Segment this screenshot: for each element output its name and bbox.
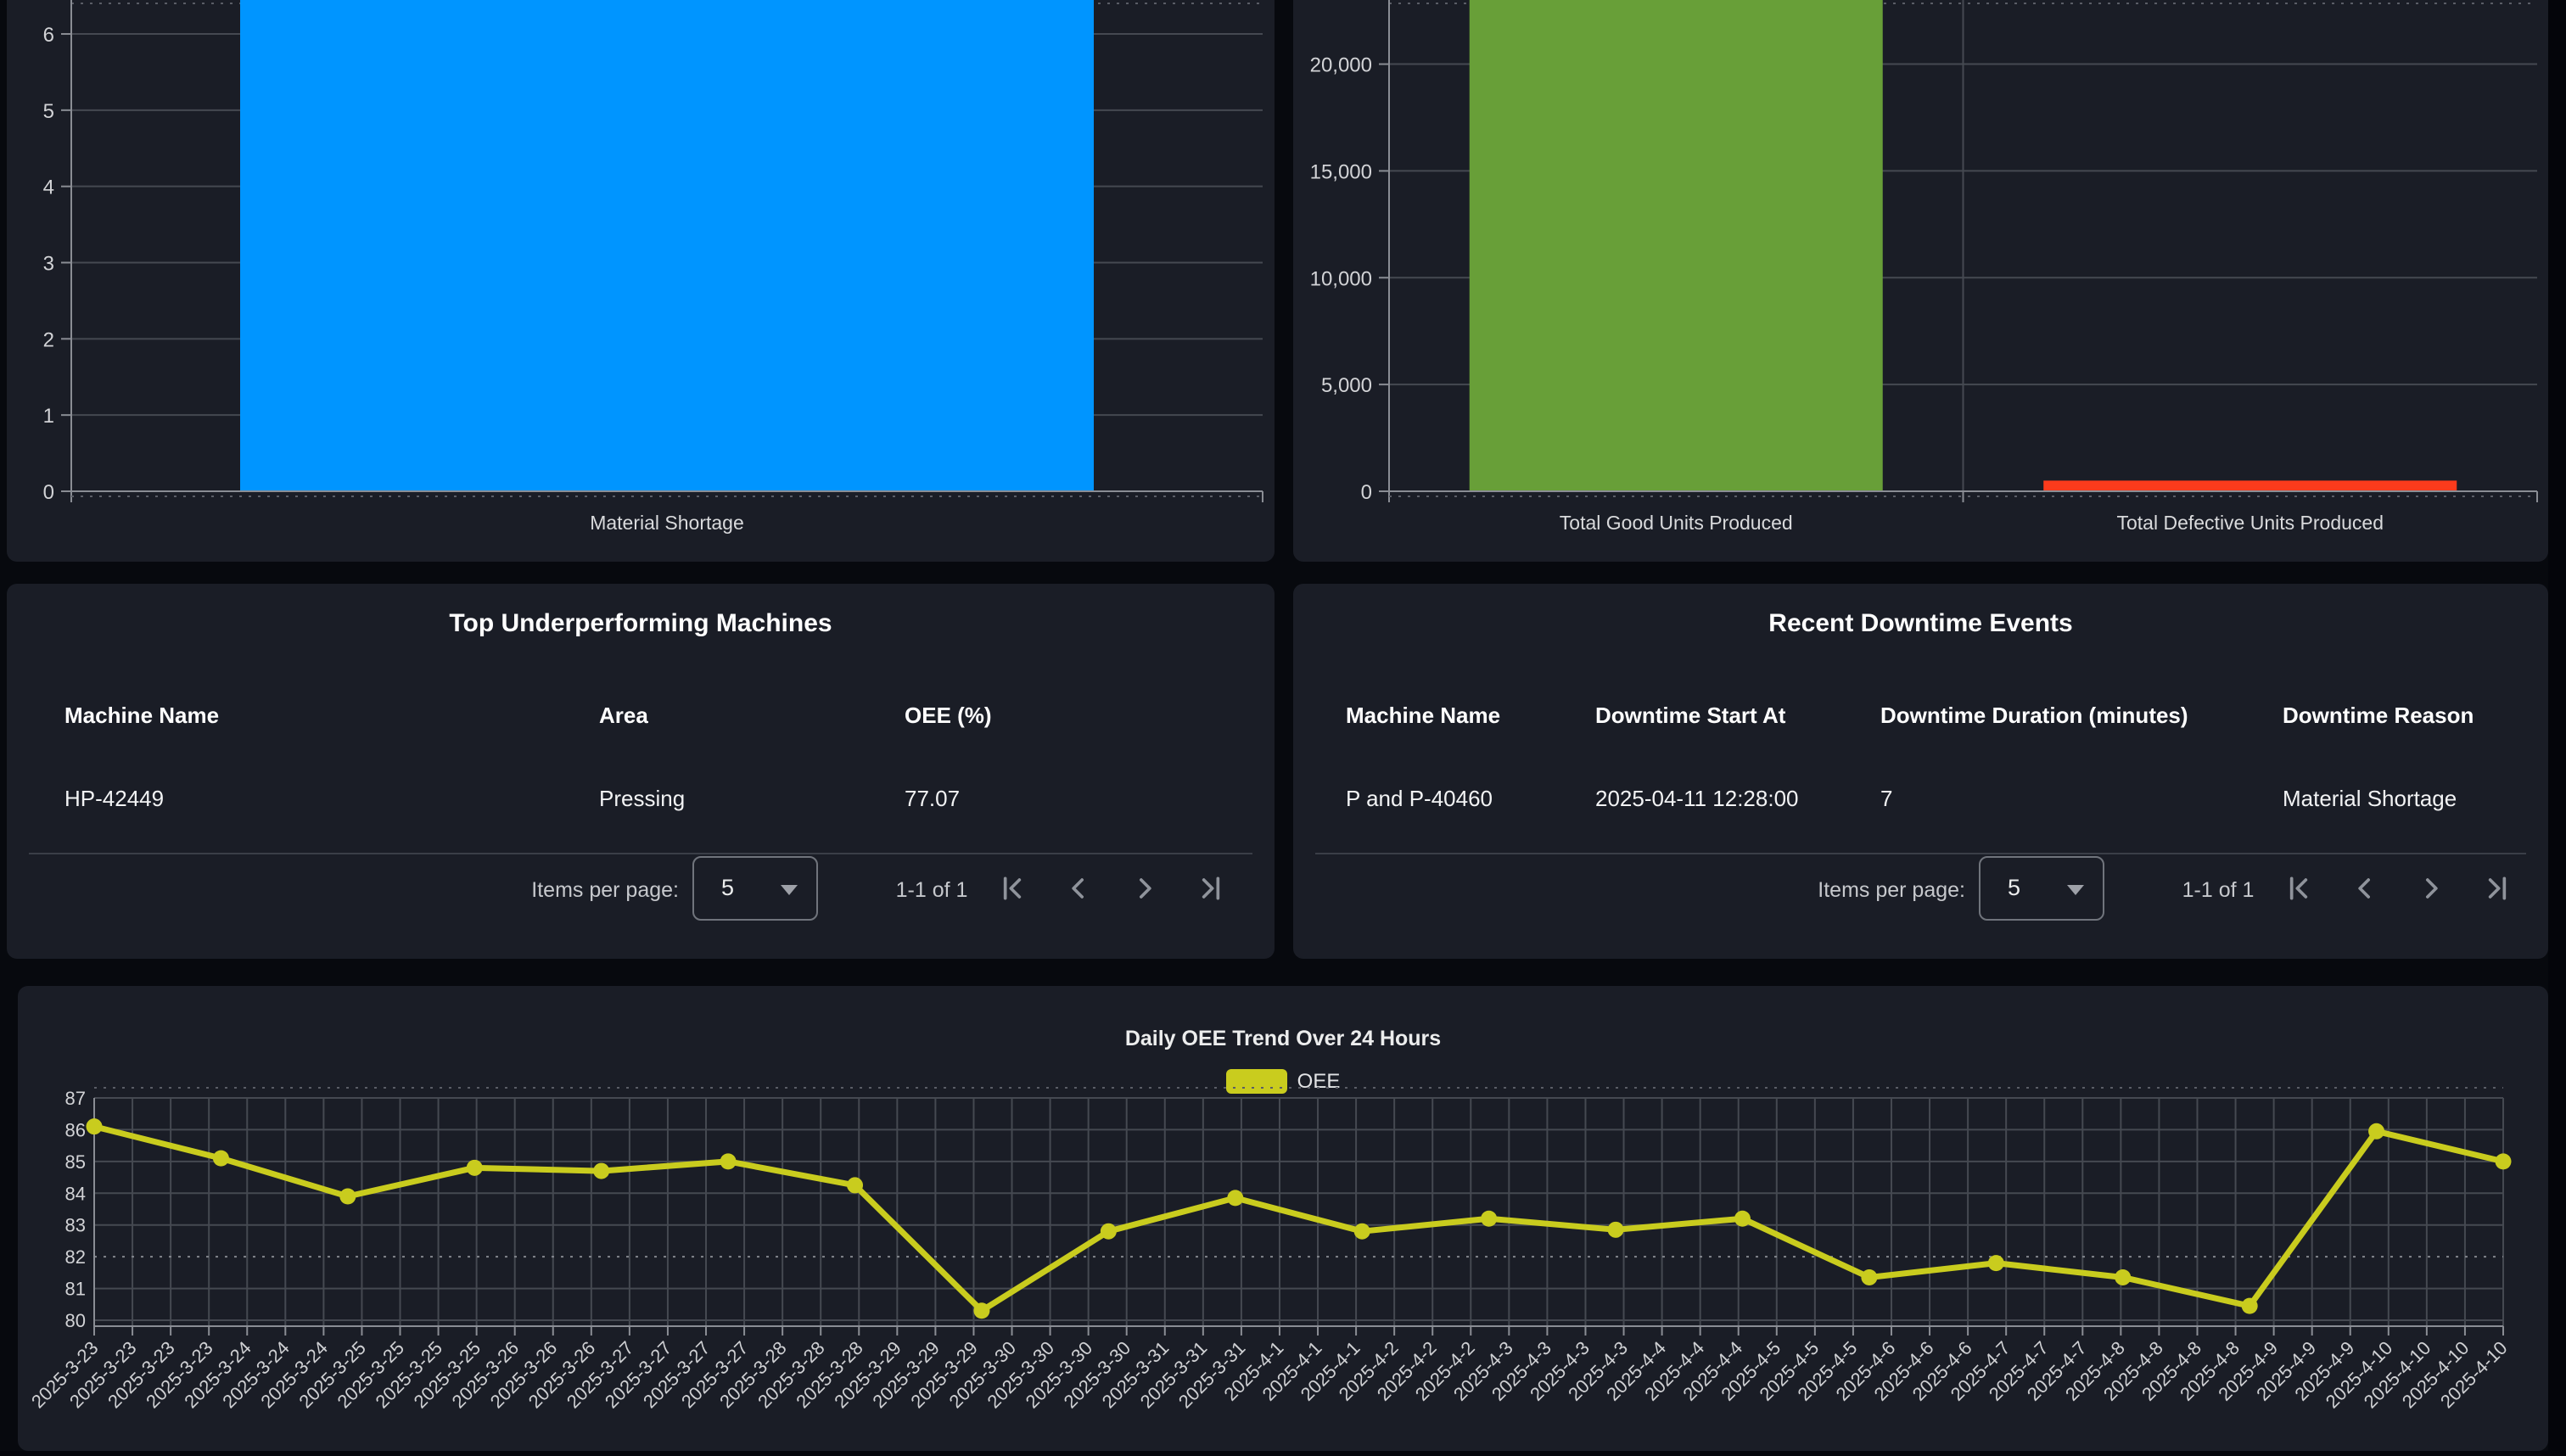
table-divider (1315, 853, 2526, 854)
daily-oee-line-chart[interactable]: 2025-3-232025-3-232025-3-232025-3-232025… (18, 986, 2548, 1451)
downtime-by-reason-chart-panel: 0 1 2 3 4 5 6 Material Shortage (7, 0, 1275, 562)
items-per-page-select[interactable]: 5 (1979, 856, 2104, 921)
svg-text:10,000: 10,000 (1310, 267, 1372, 290)
cell-downtime-reason: Material Shortage (2283, 786, 2457, 811)
column-header-downtime-start: Downtime Start At (1595, 703, 1786, 728)
svg-text:82: 82 (65, 1246, 86, 1268)
page-size-value: 5 (721, 875, 735, 900)
cell-machine-name: P and P-40460 (1346, 786, 1493, 811)
table-paginator: Items per page: 5 1-1 of 1 (7, 856, 1275, 924)
recent-downtime-events-panel: Recent Downtime Events Machine Name Down… (1293, 584, 2548, 959)
items-per-page-select[interactable]: 5 (692, 856, 818, 921)
previous-page-icon[interactable] (1062, 871, 1095, 905)
column-header-machine-name: Machine Name (64, 703, 220, 728)
svg-text:15,000: 15,000 (1310, 160, 1372, 183)
table-divider (29, 853, 1252, 854)
next-page-icon[interactable] (1128, 871, 1162, 905)
svg-text:4: 4 (43, 176, 54, 199)
svg-text:0: 0 (1361, 481, 1372, 504)
column-header-area: Area (599, 703, 648, 728)
chart-title: Daily OEE Trend Over 24 Hours (1124, 1027, 1442, 1050)
svg-text:84: 84 (65, 1183, 86, 1204)
svg-text:6: 6 (43, 24, 54, 47)
top-underperforming-machines-panel: Top Underperforming Machines Machine Nam… (7, 584, 1275, 959)
svg-text:Total Good Units Produced: Total Good Units Produced (1560, 512, 1793, 534)
svg-text:3: 3 (43, 253, 54, 276)
previous-page-icon[interactable] (2348, 871, 2382, 905)
page-size-value: 5 (2008, 875, 2021, 900)
cell-oee: 77.07 (905, 786, 961, 811)
svg-text:5: 5 (43, 100, 54, 123)
cell-machine-name: HP-42449 (64, 786, 165, 811)
right-edge-band (2548, 0, 2566, 1456)
svg-text:20,000: 20,000 (1310, 54, 1372, 77)
svg-text:80: 80 (65, 1310, 86, 1331)
svg-text:81: 81 (65, 1279, 86, 1300)
column-header-machine-name: Machine Name (1346, 703, 1501, 728)
column-header-downtime-reason: Downtime Reason (2283, 703, 2474, 728)
cell-downtime-start: 2025-04-11 12:28:00 (1595, 786, 1799, 811)
svg-text:86: 86 (65, 1119, 86, 1140)
daily-oee-trend-panel: Daily OEE Trend Over 24 Hours OEE 2025-3… (18, 986, 2548, 1451)
legend-swatch-oee (1225, 1069, 1287, 1094)
bottom-edge-band (0, 1451, 2566, 1456)
next-page-icon[interactable] (2414, 871, 2448, 905)
svg-text:1: 1 (43, 405, 54, 428)
svg-text:Material Shortage: Material Shortage (590, 512, 744, 534)
column-header-oee: OEE (%) (905, 703, 992, 728)
downtime-by-reason-bar-chart[interactable]: 0 1 2 3 4 5 6 Material Shortage (7, 0, 1275, 562)
svg-text:0: 0 (43, 481, 54, 504)
svg-text:87: 87 (65, 1088, 86, 1109)
svg-text:Total Defective Units Produced: Total Defective Units Produced (2117, 512, 2384, 534)
items-per-page-label: Items per page: (531, 878, 679, 902)
dropdown-arrow-icon (781, 885, 798, 895)
svg-text:85: 85 (65, 1151, 86, 1173)
page-range-label: 1-1 of 1 (895, 878, 968, 902)
svg-text:5,000: 5,000 (1321, 374, 1372, 397)
page-range-label: 1-1 of 1 (2182, 878, 2255, 902)
units-produced-chart-panel: 0 5,000 10,000 15,000 20,000 Total Good Units… (1293, 0, 2548, 562)
dropdown-arrow-icon (2067, 885, 2084, 895)
column-header-downtime-duration: Downtime Duration (minutes) (1880, 703, 2188, 728)
cell-downtime-duration: 7 (1880, 786, 1893, 811)
table-title: Top Underperforming Machines (449, 609, 832, 637)
units-produced-bar-chart[interactable]: 0 5,000 10,000 15,000 20,000 Total Good Units… (1293, 0, 2548, 562)
svg-text:83: 83 (65, 1215, 86, 1236)
first-page-icon[interactable] (2282, 871, 2316, 905)
last-page-icon[interactable] (1194, 871, 1228, 905)
svg-text:2: 2 (43, 328, 54, 351)
cell-area: Pressing (599, 786, 686, 811)
items-per-page-label: Items per page: (1818, 878, 1965, 902)
last-page-icon[interactable] (2480, 871, 2514, 905)
table-paginator: Items per page: 5 1-1 of 1 (1293, 856, 2548, 924)
first-page-icon[interactable] (995, 871, 1029, 905)
table-title: Recent Downtime Events (1768, 609, 2073, 637)
